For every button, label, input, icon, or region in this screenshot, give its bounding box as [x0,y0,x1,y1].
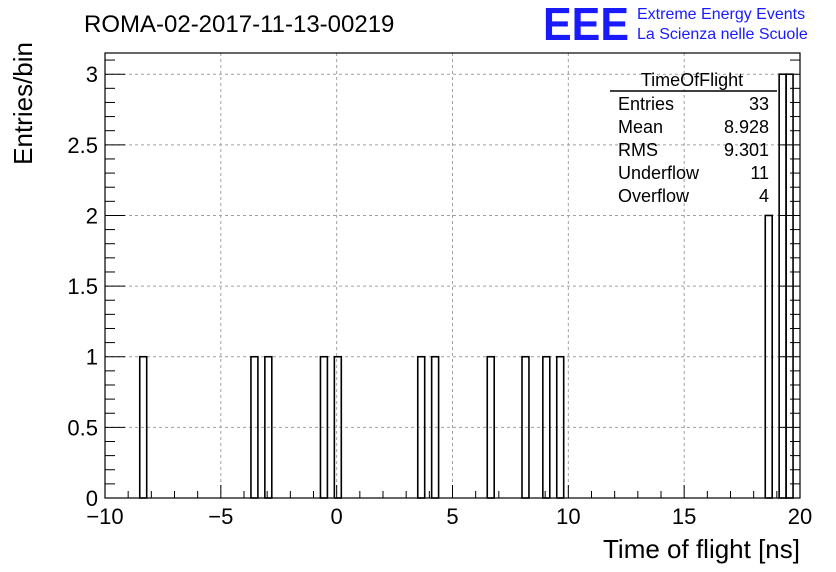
eee-logo-mark: EEE [543,0,629,50]
x-tick-label: 15 [672,504,696,529]
x-tick-label: −10 [86,504,123,529]
stats-row-value: 33 [749,94,769,114]
stats-row-label: RMS [618,140,658,160]
grid-lines [105,53,800,498]
logo-line-1: Extreme Energy Events [637,6,805,23]
x-tick-label: 10 [556,504,580,529]
tick-labels: −10 −5 0 5 10 15 20 0 0.5 1 1.5 2 2.5 3 [67,62,812,529]
stats-row-value: 11 [750,163,769,183]
stats-row-label: Mean [618,117,663,137]
x-tick-label: 0 [331,504,343,529]
stats-row-label: Overflow [618,186,690,206]
stats-row-label: Entries [618,94,674,114]
y-tick-label: 2 [86,203,98,228]
stats-row-value: 8.928 [724,117,769,137]
chart-title: ROMA-02-2017-11-13-00219 [84,11,394,38]
stats-row-value: 9.301 [724,140,769,160]
axis-ticks [104,59,801,499]
stats-row-value: 4 [759,186,769,206]
y-tick-label: 1.5 [67,274,98,299]
logo-line-2: La Scienza nelle Scuole [637,26,808,43]
x-tick-label: −5 [208,504,233,529]
y-tick-label: 0.5 [67,415,98,440]
eee-logo: EEE Extreme Energy Events La Scienza nel… [543,0,808,50]
stats-title: TimeOfFlight [641,70,743,90]
y-tick-label: 0 [86,486,98,511]
y-axis-title: Entries/bin [8,42,38,165]
stats-row-label: Underflow [618,163,700,183]
stats-rows: Entries 33 Mean 8.928 RMS 9.301 Underflow 11 Ove… [618,94,769,206]
y-tick-label: 3 [86,62,98,87]
x-tick-label: 20 [788,504,812,529]
x-tick-label: 5 [446,504,458,529]
x-axis-title: Time of flight [ns] [603,534,800,564]
y-tick-label: 1 [86,345,98,370]
y-tick-label: 2.5 [67,133,98,158]
stats-box: TimeOfFlight Entries 33 Mean 8.928 RMS 9.301 U… [610,70,777,206]
